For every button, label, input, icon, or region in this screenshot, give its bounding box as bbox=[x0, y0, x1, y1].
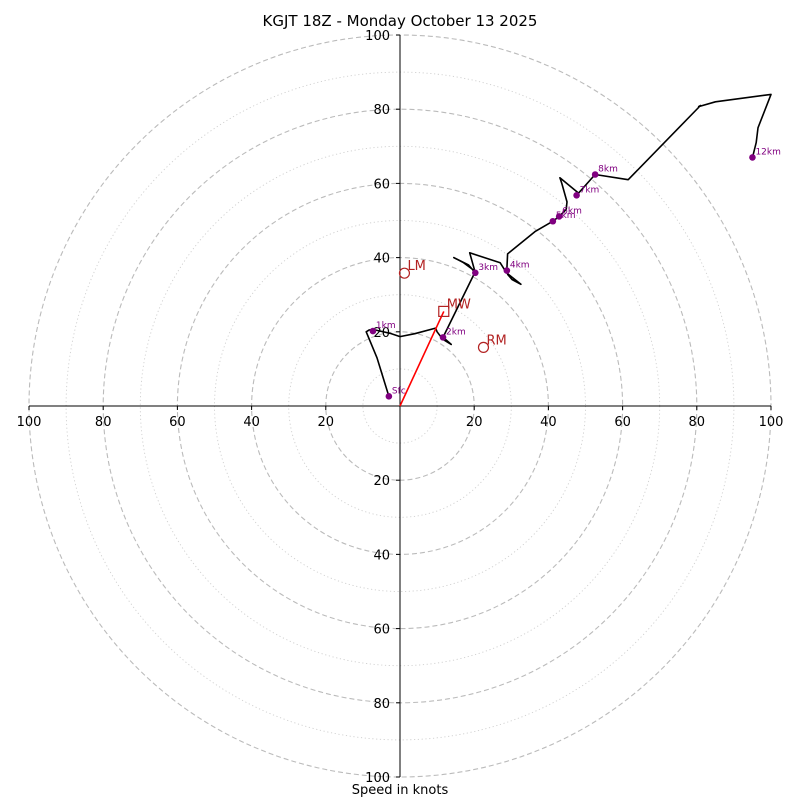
storm-label-lm: LM bbox=[407, 259, 425, 274]
y-tick-label: 80 bbox=[373, 103, 390, 118]
height-label-6km: 6km bbox=[562, 206, 582, 216]
storm-marker-rm bbox=[477, 341, 490, 353]
y-tick-label: 100 bbox=[365, 771, 390, 786]
height-point-3km bbox=[472, 269, 479, 277]
x-tick-label: 40 bbox=[243, 415, 260, 430]
height-label-12km: 12km bbox=[755, 147, 780, 157]
y-tick-label: 40 bbox=[373, 548, 390, 563]
height-point-8km bbox=[591, 171, 599, 178]
storm-label-rm: RM bbox=[486, 333, 506, 348]
x-axis-label: Speed in knots bbox=[351, 783, 449, 798]
height-label-8km: 8km bbox=[598, 164, 618, 174]
y-tick-label: 100 bbox=[365, 29, 390, 44]
height-label-1km: 1km bbox=[376, 321, 396, 331]
height-label-sfc: Sfc bbox=[392, 386, 406, 396]
y-tick-label: 20 bbox=[373, 326, 390, 341]
height-label-3km: 3km bbox=[478, 263, 498, 273]
height-point-7km bbox=[573, 191, 580, 199]
height-point-12km bbox=[749, 154, 756, 161]
y-tick-label: 40 bbox=[373, 252, 390, 267]
tick-labels: 100 100 80 80 60 60 40 40 20 20 20 20 40 40 60 60 80 80 10… bbox=[17, 29, 784, 786]
wind-profile bbox=[365, 93, 772, 407]
height-point-2km bbox=[439, 334, 447, 341]
x-tick-label: 80 bbox=[95, 415, 112, 430]
height-point-sfc bbox=[385, 393, 393, 400]
x-tick-label: 100 bbox=[759, 415, 784, 430]
y-tick-label: 80 bbox=[373, 697, 390, 712]
x-tick-label: 20 bbox=[466, 415, 483, 430]
height-label-7km: 7km bbox=[580, 185, 600, 195]
y-tick-label: 60 bbox=[373, 623, 390, 638]
height-point-4km bbox=[503, 267, 511, 274]
y-tick-label: 20 bbox=[373, 474, 390, 489]
height-point-5km bbox=[549, 217, 557, 225]
x-tick-label: 40 bbox=[540, 415, 557, 430]
x-tick-label: 20 bbox=[318, 415, 335, 430]
height-label-4km: 4km bbox=[510, 261, 530, 271]
height-point-1km bbox=[369, 327, 377, 335]
series-storm-motion bbox=[399, 311, 445, 407]
storm-marker-mw bbox=[438, 305, 450, 317]
series-hodograph bbox=[365, 93, 772, 397]
storm-motion-markers: LM MW RM bbox=[398, 259, 507, 353]
x-tick-label: 60 bbox=[169, 415, 186, 430]
chart-title: KGJT 18Z - Monday October 13 2025 bbox=[262, 12, 538, 30]
x-tick-label: 60 bbox=[614, 415, 631, 430]
storm-label-mw: MW bbox=[447, 297, 471, 312]
x-tick-label: 100 bbox=[17, 415, 42, 430]
x-tick-label: 80 bbox=[689, 415, 706, 430]
y-tick-label: 60 bbox=[373, 177, 390, 192]
storm-marker-lm bbox=[398, 267, 411, 279]
height-label-2km: 2km bbox=[446, 327, 466, 337]
height-point-6km bbox=[555, 213, 563, 220]
height-label-5km: 5km bbox=[556, 211, 576, 221]
